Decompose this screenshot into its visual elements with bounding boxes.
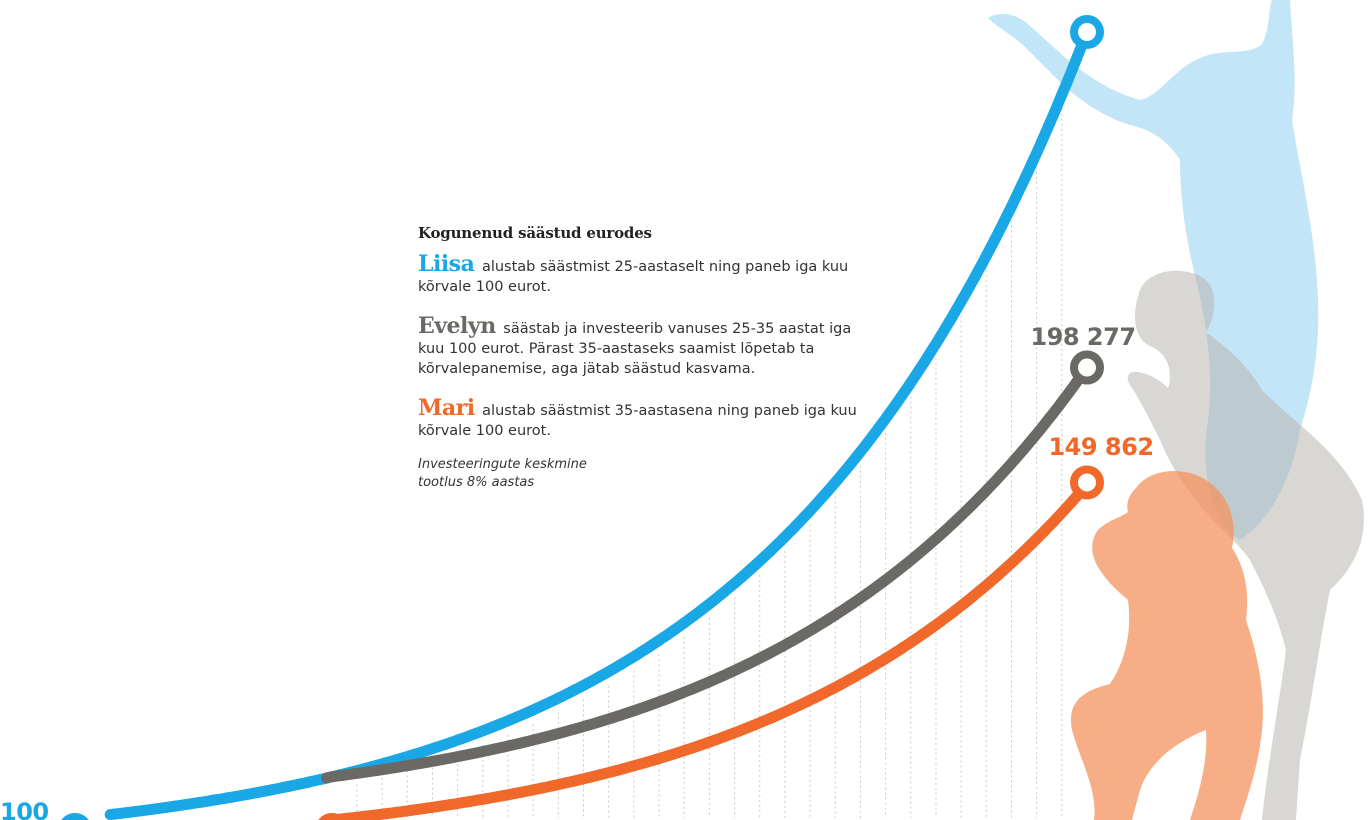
- liisa-start-marker: [61, 813, 89, 820]
- legend-desc-mari: alustab säästmist 35-aastasena ning pane…: [418, 403, 857, 439]
- legend-item-evelyn: Evelyn säästab ja investeerib vanuses 25…: [418, 313, 858, 379]
- mari-start-marker: [318, 813, 346, 820]
- mari-end-marker: [1070, 465, 1104, 500]
- legend-item-mari: Mari alustab säästmist 35-aastasena ning…: [418, 395, 858, 441]
- legend: Kogunenud säästud eurodes Liisa alustab …: [418, 224, 858, 492]
- chart-subtitle: Investeeringute keskmine tootlus 8% aast…: [418, 457, 587, 490]
- mari-end-label: 149 862: [1048, 433, 1153, 461]
- evelyn-silhouette: [1127, 270, 1364, 820]
- liisa-line: [104, 26, 1093, 820]
- legend-name-evelyn: Evelyn: [418, 313, 496, 339]
- series-markers: [61, 15, 1104, 820]
- chart-title: Kogunenud säästud eurodes: [418, 224, 652, 242]
- legend-desc-evelyn: säästab ja investeerib vanuses 25-35 aas…: [418, 321, 852, 377]
- legend-desc-liisa: alustab säästmist 25-aastaselt ning pane…: [418, 259, 849, 295]
- start-label: 100: [0, 798, 49, 820]
- legend-item-liisa: Liisa alustab säästmist 25-aastaselt nin…: [418, 251, 858, 297]
- liisa-end-marker: [1070, 15, 1104, 49]
- legend-name-mari: Mari: [418, 395, 475, 421]
- mari-line: [326, 478, 1093, 820]
- legend-name-liisa: Liisa: [418, 251, 475, 277]
- evelyn-line: [321, 362, 1093, 784]
- mari-silhouette: [1070, 470, 1263, 820]
- evelyn-end-marker: [1070, 350, 1104, 385]
- grid-lines: [356, 108, 1063, 818]
- evelyn-end-label: 198 277: [1030, 323, 1135, 351]
- series-lines: [104, 26, 1093, 820]
